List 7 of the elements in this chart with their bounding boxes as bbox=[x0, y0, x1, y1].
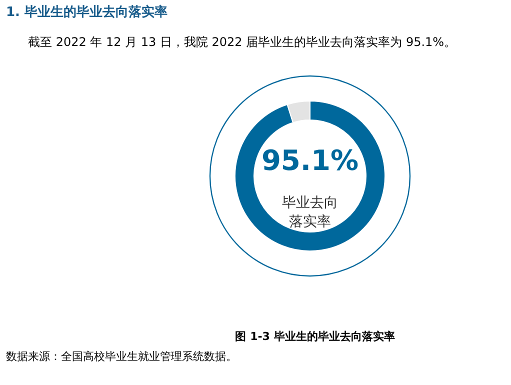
donut-slice bbox=[234, 100, 386, 252]
text: 毕业去向落实率 bbox=[282, 195, 338, 230]
source-note: 数据来源：全国高校毕业生就业管理系统数据。 bbox=[6, 350, 237, 363]
chart-subtitle: 截至 2022 年 12 月 13 日，我院 2022 届毕业生的毕业去向落实率为 95.1%。 bbox=[28, 35, 456, 49]
data-label: 95.1% bbox=[261, 144, 359, 177]
text: 1. 毕业生的毕业去向落实率 bbox=[6, 4, 168, 20]
caption: 图 1-3 毕业生的毕业去向落实率 bbox=[235, 330, 395, 343]
